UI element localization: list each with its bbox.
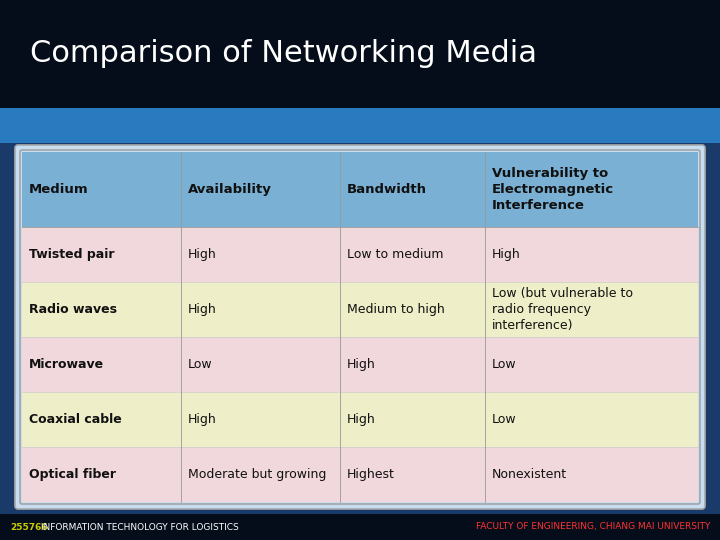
Bar xyxy=(22,337,698,392)
Bar xyxy=(22,282,698,337)
Text: Low: Low xyxy=(492,413,517,426)
Text: High: High xyxy=(188,413,217,426)
Text: Optical fiber: Optical fiber xyxy=(29,468,116,481)
Text: Vulnerability to
Electromagnetic
Interference: Vulnerability to Electromagnetic Interfe… xyxy=(492,167,614,212)
Text: High: High xyxy=(188,303,217,316)
Text: Microwave: Microwave xyxy=(29,358,104,371)
Text: Low to medium: Low to medium xyxy=(347,248,444,261)
Bar xyxy=(0,108,720,143)
Bar xyxy=(22,152,698,227)
Text: Highest: Highest xyxy=(347,468,395,481)
Text: Medium to high: Medium to high xyxy=(347,303,444,316)
Text: High: High xyxy=(188,248,217,261)
Bar xyxy=(0,0,720,108)
Text: Bandwidth: Bandwidth xyxy=(347,183,427,196)
Text: Radio waves: Radio waves xyxy=(29,303,117,316)
Text: Low: Low xyxy=(492,358,517,371)
Text: 255766: 255766 xyxy=(10,523,48,531)
Text: High: High xyxy=(492,248,521,261)
FancyBboxPatch shape xyxy=(15,145,705,509)
Bar xyxy=(22,447,698,502)
Text: FACULTY OF ENGINEERING, CHIANG MAI UNIVERSITY: FACULTY OF ENGINEERING, CHIANG MAI UNIVE… xyxy=(476,523,710,531)
Text: Comparison of Networking Media: Comparison of Networking Media xyxy=(30,39,537,69)
Text: High: High xyxy=(347,358,375,371)
Text: Nonexistent: Nonexistent xyxy=(492,468,567,481)
Text: Medium: Medium xyxy=(29,183,89,196)
Text: INFORMATION TECHNOLOGY FOR LOGISTICS: INFORMATION TECHNOLOGY FOR LOGISTICS xyxy=(38,523,239,531)
Text: Coaxial cable: Coaxial cable xyxy=(29,413,122,426)
Text: Moderate but growing: Moderate but growing xyxy=(188,468,326,481)
Text: Low: Low xyxy=(188,358,212,371)
Bar xyxy=(22,227,698,282)
Bar xyxy=(22,392,698,447)
Bar xyxy=(0,514,720,540)
Text: High: High xyxy=(347,413,375,426)
Text: Availability: Availability xyxy=(188,183,271,196)
Text: Low (but vulnerable to
radio frequency
interference): Low (but vulnerable to radio frequency i… xyxy=(492,287,633,332)
Text: Twisted pair: Twisted pair xyxy=(29,248,114,261)
